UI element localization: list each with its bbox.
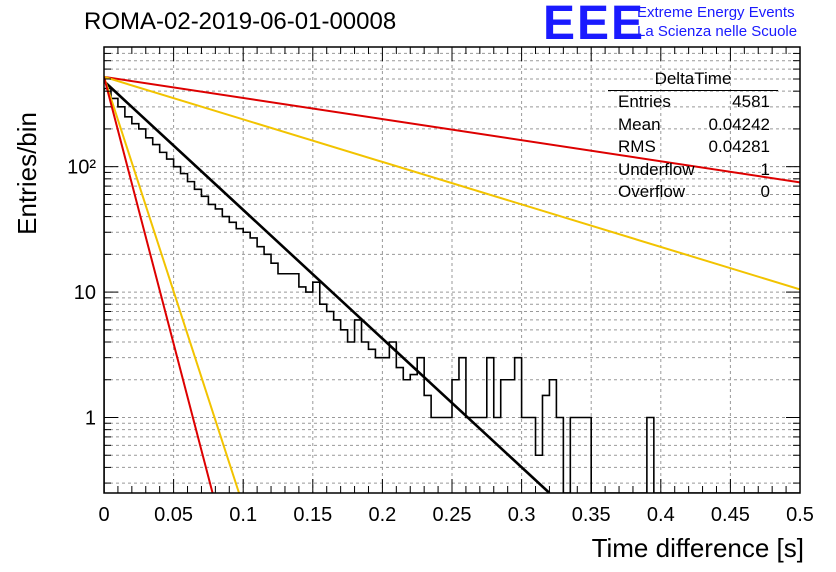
fit-line xyxy=(104,75,800,184)
fit-line xyxy=(104,76,214,493)
x-axis-label: Time difference [s] xyxy=(591,533,804,563)
x-tick-label: 0.45 xyxy=(711,504,750,526)
x-tick-label: 0.25 xyxy=(433,504,472,526)
x-tick-label: 0.3 xyxy=(508,504,536,526)
x-tick-label: 0.1 xyxy=(229,504,257,526)
y-axis-label: Entries/bin xyxy=(12,112,42,235)
stats-value: 0.04281 xyxy=(708,137,770,156)
stats-value: 4581 xyxy=(732,92,770,111)
x-tick-label: 0.35 xyxy=(572,504,611,526)
logo-caption-line2: La Scienza nelle Scuole xyxy=(637,23,798,40)
x-tick-label: 0.4 xyxy=(647,504,675,526)
stats-row-overflow: Overflow 0 xyxy=(608,181,778,204)
stats-label: Underflow xyxy=(618,159,695,179)
x-tick-label: 0.05 xyxy=(154,504,193,526)
stats-label: Entries xyxy=(618,92,671,111)
stats-title: DeltaTime xyxy=(608,69,778,91)
stats-value: 0 xyxy=(760,182,770,201)
logo-caption: Extreme Energy Events La Scienza nelle S… xyxy=(637,3,797,41)
stats-label: Overflow xyxy=(618,182,686,201)
fit-line xyxy=(104,75,800,291)
stats-row-underflow: Underflow 1 xyxy=(608,159,778,182)
stats-value: 1 xyxy=(760,159,770,179)
y-tick-label: 1 xyxy=(85,407,96,429)
y-tick-label: 10 xyxy=(74,282,96,304)
eee-logo: EEE xyxy=(543,0,646,50)
x-tick-label: 0 xyxy=(98,504,109,526)
stats-label: RMS xyxy=(618,137,656,156)
stats-label: Mean xyxy=(618,114,661,134)
fit-line xyxy=(104,76,240,493)
histogram-bars xyxy=(104,87,800,493)
x-tick-label: 0.15 xyxy=(293,504,332,526)
chart-title: ROMA-02-2019-06-01-00008 xyxy=(84,8,397,35)
fit-line xyxy=(104,80,551,493)
stats-box: DeltaTime Entries 4581 Mean 0.04242 RMS 0.0… xyxy=(608,69,778,204)
logo-caption-line1: Extreme Energy Events xyxy=(637,4,795,21)
x-tick-label: 0.5 xyxy=(786,504,814,526)
stats-value: 0.04242 xyxy=(708,114,770,134)
stats-row-entries: Entries 4581 xyxy=(608,91,778,114)
y-tick-label: 10² xyxy=(67,157,96,179)
stats-row-mean: Mean 0.04242 xyxy=(608,114,778,137)
x-tick-label: 0.2 xyxy=(368,504,396,526)
stats-row-rms: RMS 0.04281 xyxy=(608,136,778,159)
